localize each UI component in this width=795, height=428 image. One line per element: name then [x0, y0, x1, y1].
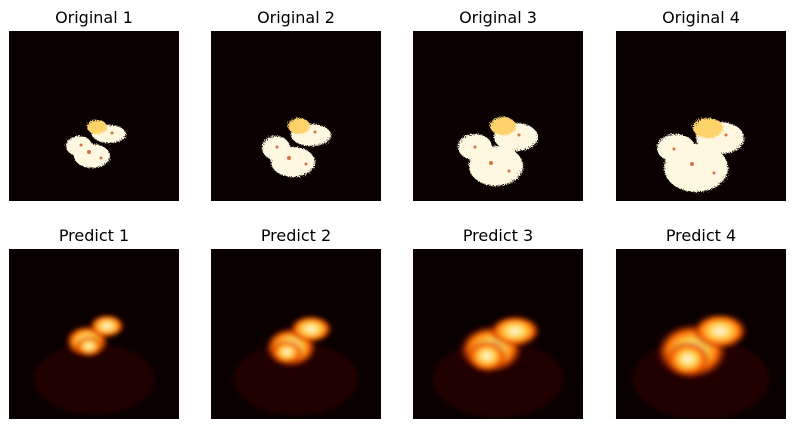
- panel-title-predict-2: Predict 2: [260, 226, 332, 245]
- original-image-3: [413, 31, 583, 201]
- predicted-image-3: [413, 249, 583, 419]
- predicted-image-1: [9, 249, 179, 419]
- predicted-image-4: [616, 249, 786, 419]
- panel-title-predict-4: Predict 4: [665, 226, 737, 245]
- panel-title-original-3: Original 3: [459, 8, 537, 27]
- original-image-4: [616, 31, 786, 201]
- original-image-1: [9, 31, 179, 201]
- panel-title-original-1: Original 1: [55, 8, 133, 27]
- panel-title-original-4: Original 4: [662, 8, 740, 27]
- panel-title-predict-1: Predict 1: [58, 226, 130, 245]
- panel-title-original-2: Original 2: [257, 8, 335, 27]
- original-image-2: [211, 31, 381, 201]
- predicted-image-2: [211, 249, 381, 419]
- panel-title-predict-3: Predict 3: [462, 226, 534, 245]
